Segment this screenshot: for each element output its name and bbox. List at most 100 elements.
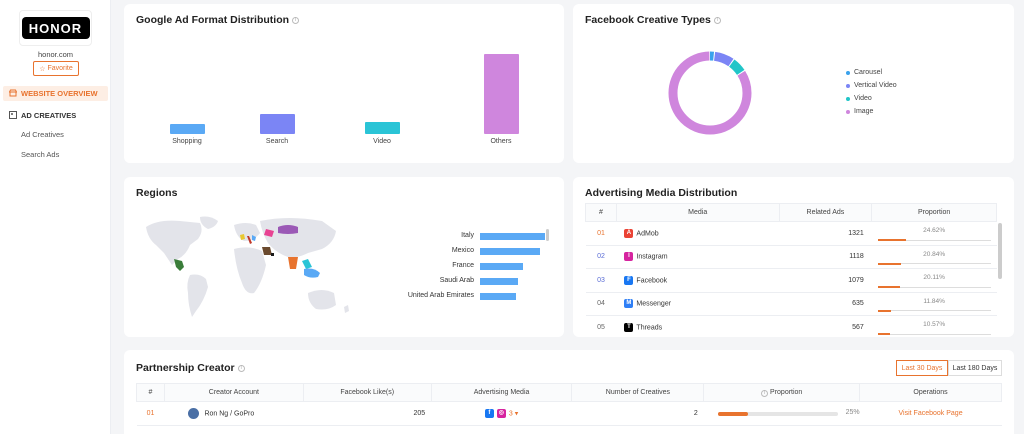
favorite-button[interactable]: ☆ Favorite (33, 61, 79, 76)
media-related-ads: 567 (779, 315, 872, 337)
region-bar[interactable] (480, 248, 540, 255)
partner-proportion: 25% (703, 401, 860, 426)
media-rank: 05 (585, 315, 617, 337)
media-title-text: Advertising Media Distribution (585, 187, 738, 199)
info-icon[interactable]: i (292, 16, 300, 24)
google-bar-others[interactable] (483, 54, 519, 134)
region-bar[interactable] (480, 233, 545, 240)
col-creator-account: Creator Account (163, 383, 304, 402)
nav-ad-creatives[interactable]: Ad Creatives (21, 130, 64, 139)
partner-row[interactable]: 01 Ron Ng / GoPro 205 f ◎ 3 ▾ 2 25% Visit Facebo… (136, 401, 1002, 426)
regions-scrollbar[interactable] (546, 229, 549, 241)
partner-table: # Creator Account Facebook Like(s) Adver… (136, 383, 1002, 426)
proportion-bar (877, 239, 906, 241)
brand-logo-box: HONOR (19, 10, 92, 46)
nav-ad-creatives-header[interactable]: AD CREATIVES (3, 108, 108, 123)
favorite-label: Favorite (47, 65, 73, 72)
tab-last-180-days[interactable]: Last 180 Days (948, 360, 1002, 376)
partner-card-title: Partnership Creator i (136, 362, 245, 374)
instagram-icon: ◎ (496, 408, 506, 418)
creator-account-cell[interactable]: Ron Ng / GoPro (164, 401, 304, 426)
media-card-title: Advertising Media Distribution (585, 187, 737, 199)
media-row[interactable]: 03 F Facebook 1079 20.11% (585, 268, 997, 293)
partnership-creator-card: Partnership Creator i # Creator Account … (124, 350, 1014, 434)
media-row[interactable]: 02 I Instagram 1118 20.84% (585, 245, 997, 269)
nav-search-ads[interactable]: Search Ads (21, 150, 60, 159)
admob-icon: A (624, 228, 634, 238)
region-label: Italy (461, 232, 474, 239)
avatar (188, 407, 200, 419)
col-proportion: i Proportion (703, 383, 861, 402)
world-map (146, 216, 349, 317)
media-name-cell: I Instagram (616, 245, 780, 269)
media-proportion: 20.11% (871, 268, 997, 293)
proportion-bar (717, 412, 748, 416)
col-facebook-likes: Facebook Like(s) (302, 383, 432, 402)
google-bar-shopping[interactable] (169, 124, 205, 134)
instagram-icon: I (624, 252, 634, 262)
media-related-ads: 1079 (779, 268, 872, 293)
brand-domain: honor.com (37, 50, 74, 59)
media-name-cell: T Threads (616, 315, 780, 337)
media-proportion: 20.84% (871, 245, 997, 269)
region-label: France (452, 262, 474, 269)
donut-slice-carousel[interactable] (668, 51, 752, 135)
google-bar-video[interactable] (364, 122, 400, 134)
google-bar-search[interactable] (259, 114, 295, 134)
media-row[interactable]: 01 A AdMob 1321 24.62% (585, 221, 997, 246)
media-table-header: # Media Related Ads Proportion (585, 203, 997, 222)
facebook-donut-chart (668, 51, 752, 135)
facebook-creative-card: Facebook Creative Types i Carousel Vertic… (573, 4, 1014, 163)
legend-item-image[interactable]: Image (846, 108, 873, 115)
media-proportion: 11.84% (871, 292, 997, 316)
nav-website-overview[interactable]: WEBSITE OVERVIEW (3, 86, 108, 101)
visit-facebook-page-link[interactable]: Visit Facebook Page (859, 401, 1002, 426)
facebook-card-title: Facebook Creative Types i (585, 14, 721, 26)
number-creatives: 2 (571, 401, 704, 426)
regions-title-text: Regions (136, 187, 178, 199)
region-bar[interactable] (480, 263, 523, 270)
proportion-bar (877, 309, 892, 312)
col-rank: # (136, 383, 165, 402)
brand-logo: HONOR (21, 17, 90, 39)
nav-website-overview-label: WEBSITE OVERVIEW (21, 89, 98, 98)
legend-item-vertical-video[interactable]: Vertical Video (846, 82, 897, 89)
media-proportion: 10.57% (871, 315, 997, 337)
media-scrollbar[interactable] (998, 223, 1002, 279)
media-related-ads: 635 (779, 292, 872, 316)
media-distribution-card: Advertising Media Distribution # Media R… (573, 177, 1014, 337)
facebook-icon: f (484, 408, 494, 418)
proportion-bar (877, 262, 902, 265)
advertising-media-cell: f ◎ 3 ▾ (431, 401, 572, 426)
proportion-bar (877, 286, 901, 288)
info-icon[interactable]: i (237, 364, 245, 372)
legend-item-video[interactable]: Video (846, 95, 872, 102)
col-related-ads: Related Ads (778, 203, 873, 222)
region-label: United Arab Emirates (407, 292, 474, 299)
col-operations: Operations (859, 383, 1002, 402)
google-ad-format-card: Google Ad Format Distribution i Shopping… (124, 4, 564, 163)
partner-title-text: Partnership Creator (136, 362, 235, 374)
messenger-icon: M (624, 299, 634, 309)
region-bar[interactable] (480, 278, 518, 285)
media-rank: 04 (585, 292, 617, 316)
col-media: Media (615, 203, 780, 222)
region-bar[interactable] (480, 293, 517, 300)
google-bar-label: Search (265, 138, 289, 145)
regions-card: Regions Italy Mexico France Saudi Arab Unite… (124, 177, 564, 337)
media-proportion: 24.62% (871, 221, 997, 246)
tab-last-30-days[interactable]: Last 30 Days (896, 360, 948, 376)
media-row[interactable]: 05 T Threads 567 10.57% (585, 315, 997, 337)
media-name-cell: A AdMob (616, 221, 780, 246)
partner-rank: 01 (136, 401, 165, 426)
regions-card-title: Regions (136, 187, 177, 199)
info-icon[interactable]: i (761, 389, 769, 397)
media-related-ads: 1321 (779, 221, 872, 246)
legend-item-carousel[interactable]: Carousel (846, 69, 882, 76)
media-count[interactable]: 3 ▾ (508, 410, 519, 418)
col-number-creatives: Number of Creatives (571, 383, 705, 402)
donut-slice-image[interactable] (668, 51, 752, 135)
media-row[interactable]: 04 M Messenger 635 11.84% (585, 292, 997, 316)
info-icon[interactable]: i (713, 16, 721, 24)
col-proportion: Proportion (871, 203, 997, 222)
